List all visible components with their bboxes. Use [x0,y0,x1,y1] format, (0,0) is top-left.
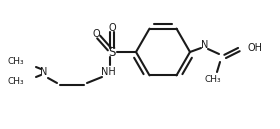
Text: N: N [40,67,48,77]
Text: CH₃: CH₃ [7,58,24,67]
Text: CH₃: CH₃ [7,78,24,87]
Text: N: N [201,40,209,50]
Text: CH₃: CH₃ [205,75,221,84]
Text: O: O [92,29,100,39]
Text: NH: NH [101,67,115,77]
Text: O: O [108,23,116,33]
Text: S: S [108,46,116,58]
Text: OH: OH [247,43,262,53]
